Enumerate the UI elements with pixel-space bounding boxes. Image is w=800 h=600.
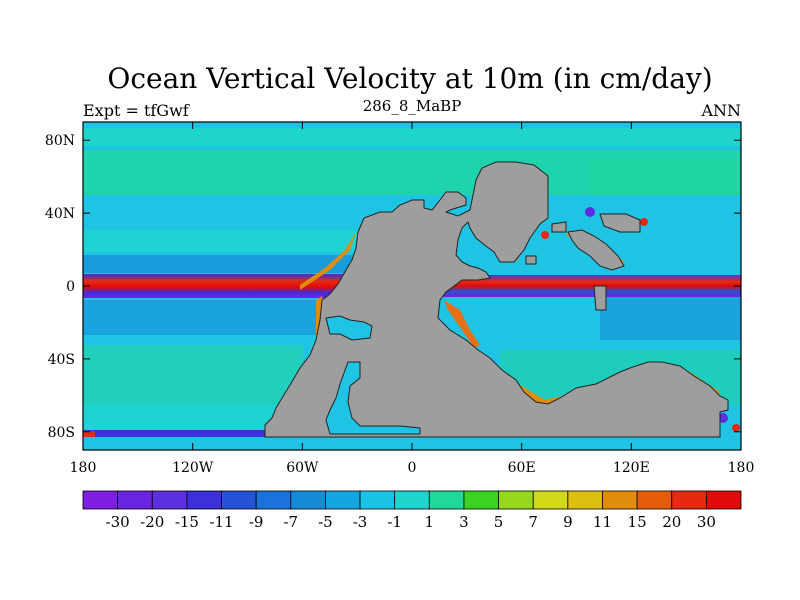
colorbar-swatch [567, 490, 603, 510]
colorbar-label: 11 [593, 513, 612, 531]
y-tick-label: 80N [45, 133, 75, 149]
velocity-field [83, 122, 741, 450]
subtropical-band-n [83, 230, 383, 252]
colorbar-label: 7 [528, 513, 538, 531]
equatorial-band-west [83, 274, 353, 298]
x-tick-label: 0 [408, 460, 417, 476]
colorbar-swatch [532, 490, 569, 510]
colorbar-swatch [255, 490, 292, 510]
colorbar-swatch [221, 490, 257, 510]
colorbar-swatch [394, 490, 430, 510]
colorbar-swatch [290, 490, 326, 510]
x-tick-label: 180 [728, 460, 755, 476]
colorbar-swatch [82, 490, 119, 510]
colorbar-swatch [325, 490, 361, 510]
colorbar-label: 15 [628, 513, 647, 531]
colorbar-swatch [498, 490, 534, 510]
colorbar-label: -15 [175, 513, 199, 531]
experiment-label: Expt = tfGwf [83, 101, 190, 120]
colorbar-label: 5 [494, 513, 504, 531]
age-label: 286_8_MaBP [363, 97, 462, 115]
red-spot-4 [732, 424, 740, 432]
colorbar-label: -30 [106, 513, 130, 531]
subtropical-blue-n [83, 255, 383, 273]
colorbar-label: 20 [662, 513, 681, 531]
colorbar-label: 1 [425, 513, 435, 531]
colorbar-swatch [117, 490, 153, 510]
axes: 180 120W 60W 0 60E 120E 180 80N 40N 0 40S 80S [45, 122, 754, 476]
colorbar-label: 3 [459, 513, 469, 531]
colorbar-swatch [463, 490, 499, 510]
coastal-upwelling-west [300, 232, 356, 290]
blue-spot-1 [585, 207, 595, 217]
x-tick-label: 120W [172, 460, 214, 476]
colorbar-swatch [186, 490, 222, 510]
colorbar-swatch [671, 490, 707, 510]
colorbar-swatch [151, 490, 188, 510]
red-spot-1 [640, 218, 648, 226]
y-tick-label: 80S [48, 425, 75, 441]
colorbar-swatch [602, 490, 638, 510]
land-small-island-1 [551, 221, 567, 233]
season-label: ANN [700, 101, 741, 120]
colorbar-swatch [705, 490, 742, 510]
land-pangaea-water-gap [325, 315, 373, 341]
east-blue-patch [600, 290, 741, 340]
north-teal-band [83, 128, 741, 146]
colorbar-swatch [636, 490, 673, 510]
land-pangaea-inlet [325, 361, 421, 435]
y-tick-label: 40N [45, 206, 75, 222]
colorbar: -30 -20 -15 -11 -9 -7 -5 -3 -1 1 3 5 7 9 11 15 20 30 [82, 490, 742, 531]
equatorial-band-east [440, 275, 741, 297]
polar-strip-blue [83, 430, 273, 437]
y-tick-label: 0 [66, 279, 75, 295]
colorbar-label: -5 [318, 513, 333, 531]
south-green-band [83, 345, 303, 405]
land-east-islands [567, 229, 625, 271]
red-spot-2 [541, 231, 549, 239]
colorbar-swatch [428, 490, 465, 510]
coastal-upwelling-east [444, 300, 480, 348]
east-north-green [590, 160, 741, 195]
land-east-peninsula [599, 213, 641, 233]
colorbar-label: -9 [249, 513, 264, 531]
y-tick-label: 40S [48, 352, 75, 368]
colorbar-label: -11 [209, 513, 233, 531]
colorbar-label: 9 [563, 513, 573, 531]
land-small-island-3 [525, 255, 537, 265]
colorbar-swatch [359, 490, 396, 510]
x-tick-label: 60E [508, 460, 536, 476]
land-pangaea [264, 161, 729, 438]
colorbar-label: -1 [387, 513, 402, 531]
colorbar-label: -7 [283, 513, 298, 531]
chart-title: Ocean Vertical Velocity at 10m (in cm/da… [107, 62, 712, 95]
subtropical-blue-s [83, 300, 343, 335]
x-tick-label: 60W [286, 460, 319, 476]
colorbar-label: -3 [353, 513, 368, 531]
x-tick-label: 120E [613, 460, 650, 476]
land-small-island-2 [593, 285, 607, 311]
colorbar-label: -20 [140, 513, 164, 531]
colorbar-label: 30 [697, 513, 716, 531]
x-tick-label: 180 [70, 460, 97, 476]
polar-strip-red [83, 431, 95, 437]
